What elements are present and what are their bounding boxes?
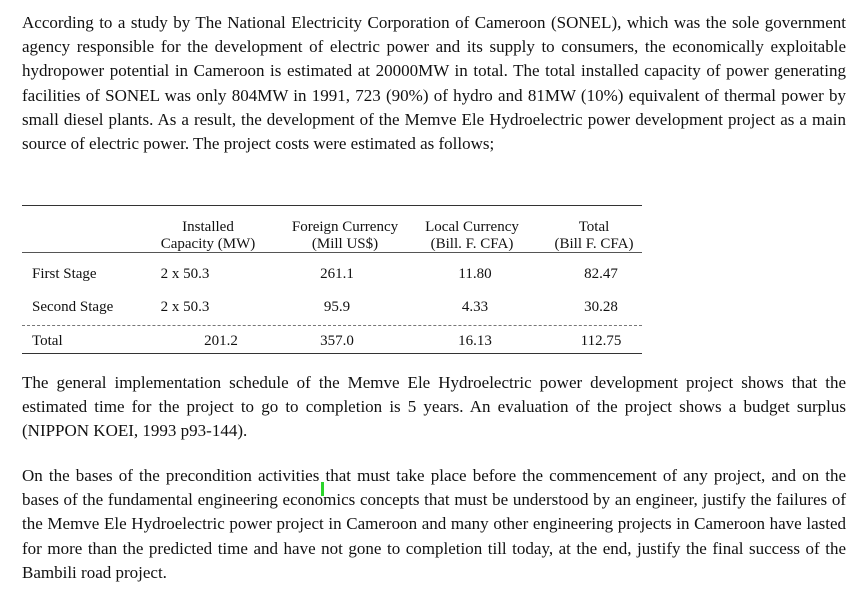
intro-paragraph: According to a study by The National Ele… bbox=[22, 13, 846, 154]
header-capacity-line1: Installed bbox=[182, 219, 234, 235]
header-capacity-line2: Capacity (MW) bbox=[160, 236, 256, 252]
cell-total-capacity: 201.2 bbox=[204, 333, 238, 349]
row-label-second-stage: Second Stage bbox=[32, 299, 114, 315]
header-foreign-line2: (Mill US$) bbox=[311, 236, 379, 252]
cell-first-foreign: 261.1 bbox=[320, 266, 354, 282]
table-bottom-rule bbox=[22, 353, 642, 354]
project-cost-table: Installed Capacity (MW) Foreign Currency… bbox=[22, 205, 642, 355]
cell-first-local: 11.80 bbox=[458, 266, 492, 282]
header-rule bbox=[22, 252, 642, 253]
text-cursor bbox=[321, 482, 324, 496]
header-local-line1: Local Currency bbox=[425, 219, 519, 235]
row-label-total: Total bbox=[32, 333, 63, 349]
schedule-paragraph: The general implementation schedule of t… bbox=[22, 373, 846, 441]
header-total: Total (Bill F. CFA) bbox=[546, 219, 642, 253]
cell-total-local: 16.13 bbox=[458, 333, 492, 349]
header-total-line1: Total bbox=[578, 219, 610, 235]
cell-second-total: 30.28 bbox=[584, 299, 618, 315]
row-label-first-stage: First Stage bbox=[32, 266, 97, 282]
total-rule bbox=[22, 325, 642, 326]
cell-total-foreign: 357.0 bbox=[320, 333, 354, 349]
cell-first-total: 82.47 bbox=[584, 266, 618, 282]
cell-second-local: 4.33 bbox=[461, 299, 489, 315]
table-top-rule bbox=[22, 205, 642, 206]
cell-second-capacity: 2 x 50.3 bbox=[160, 299, 210, 315]
header-total-line2: (Bill F. CFA) bbox=[554, 236, 634, 252]
header-foreign-currency: Foreign Currency (Mill US$) bbox=[276, 219, 414, 253]
cell-first-capacity: 2 x 50.3 bbox=[160, 266, 210, 282]
header-local-currency: Local Currency (Bill. F. CFA) bbox=[410, 219, 534, 253]
header-local-line2: (Bill. F. CFA) bbox=[430, 236, 514, 252]
cell-total-total: 112.75 bbox=[580, 333, 622, 349]
header-foreign-line1: Foreign Currency bbox=[291, 219, 399, 235]
question-paragraph: On the bases of the precondition activit… bbox=[22, 466, 846, 582]
header-installed-capacity: Installed Capacity (MW) bbox=[150, 219, 266, 253]
cell-second-foreign: 95.9 bbox=[323, 299, 351, 315]
